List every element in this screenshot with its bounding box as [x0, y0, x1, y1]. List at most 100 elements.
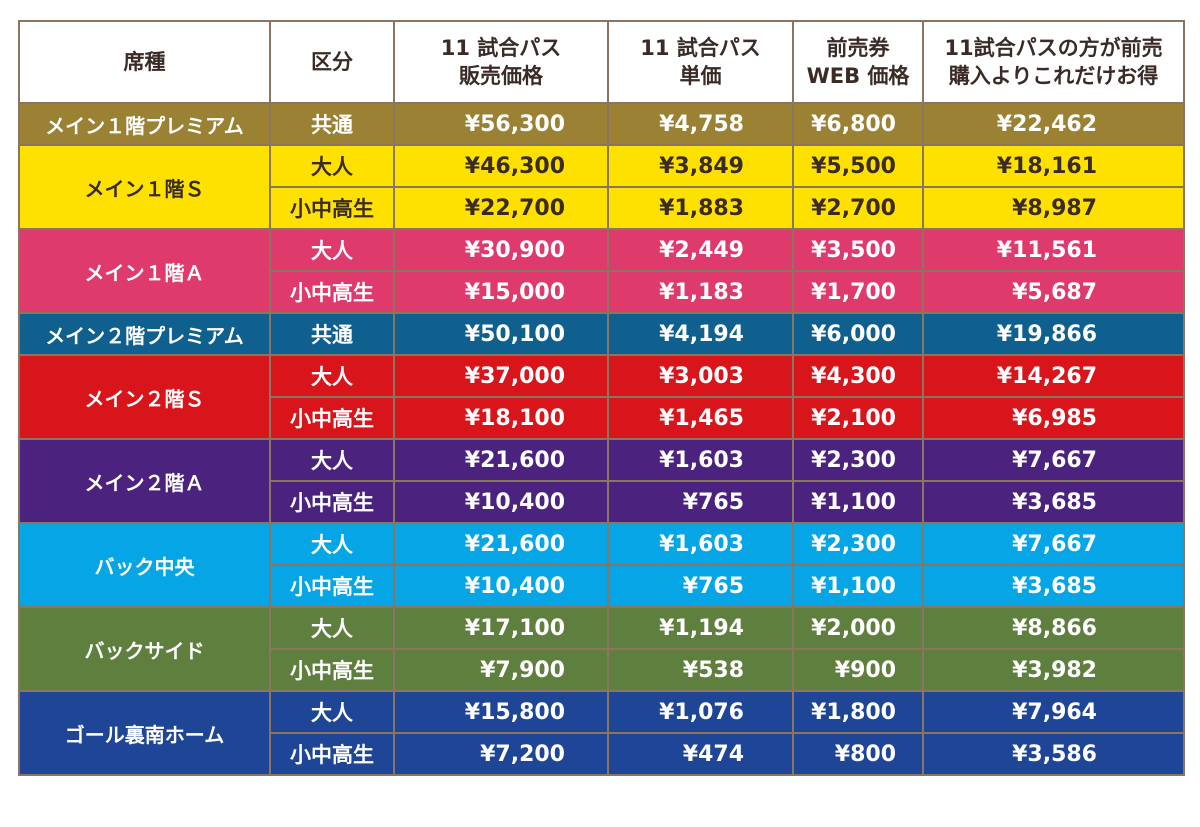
- pass-price-cell: ¥22,700: [393, 186, 609, 230]
- category-cell: 共通: [269, 102, 395, 146]
- unit-price-cell: ¥1,603: [607, 438, 794, 482]
- advance-price-cell: ¥1,100: [792, 480, 924, 524]
- table-row: メイン１階プレミアム 共通 ¥56,300 ¥4,758 ¥6,800 ¥22,462: [18, 102, 1185, 146]
- unit-price-cell: ¥4,758: [607, 102, 794, 146]
- seat-type-cell: メイン１階Ａ: [18, 228, 271, 314]
- header-savings: 11試合パスの方が前売 購入よりこれだけお得: [922, 20, 1185, 104]
- pass-price-cell: ¥18,100: [393, 396, 609, 440]
- savings-cell: ¥7,667: [922, 438, 1185, 482]
- savings-cell: ¥3,685: [922, 480, 1185, 524]
- header-advance-price-line1: 前売券: [826, 35, 890, 60]
- category-cell: 大人: [269, 354, 395, 398]
- header-advance-price-line2: WEB 価格: [806, 64, 910, 88]
- pass-price-cell: ¥37,000: [393, 354, 609, 398]
- seat-type-cell: メイン２階Ａ: [18, 438, 271, 524]
- category-cell: 大人: [269, 522, 395, 566]
- savings-cell: ¥14,267: [922, 354, 1185, 398]
- advance-price-cell: ¥3,500: [792, 228, 924, 272]
- header-row: 席種 区分 11 試合パス 販売価格 11 試合パス 単価 前売券 WEB 価格…: [18, 20, 1185, 104]
- unit-price-cell: ¥1,194: [607, 606, 794, 650]
- category-cell: 共通: [269, 312, 395, 356]
- header-unit-price-line2: 単価: [679, 64, 722, 88]
- category-cell: 大人: [269, 438, 395, 482]
- advance-price-cell: ¥2,000: [792, 606, 924, 650]
- pass-price-cell: ¥15,800: [393, 690, 609, 734]
- unit-price-cell: ¥1,183: [607, 270, 794, 314]
- advance-price-cell: ¥2,100: [792, 396, 924, 440]
- category-cell: 小中高生: [269, 648, 395, 692]
- pass-price-cell: ¥50,100: [393, 312, 609, 356]
- seat-type-cell: バックサイド: [18, 606, 271, 692]
- pass-price-cell: ¥21,600: [393, 438, 609, 482]
- savings-cell: ¥3,982: [922, 648, 1185, 692]
- category-cell: 小中高生: [269, 186, 395, 230]
- unit-price-cell: ¥3,003: [607, 354, 794, 398]
- advance-price-cell: ¥1,100: [792, 564, 924, 608]
- header-savings-line1: 11試合パスの方が前売: [944, 35, 1163, 60]
- savings-cell: ¥11,561: [922, 228, 1185, 272]
- pass-price-cell: ¥30,900: [393, 228, 609, 272]
- category-cell: 大人: [269, 228, 395, 272]
- price-table-container: 席種 区分 11 試合パス 販売価格 11 試合パス 単価 前売券 WEB 価格…: [18, 20, 1185, 806]
- table-row: ゴール裏南ホーム 大人 ¥15,800 ¥1,076 ¥1,800 ¥7,964: [18, 690, 1185, 776]
- savings-cell: ¥22,462: [922, 102, 1185, 146]
- savings-cell: ¥8,987: [922, 186, 1185, 230]
- table-row: メイン２階Ｓ 大人 ¥37,000 ¥3,003 ¥4,300 ¥14,267: [18, 354, 1185, 440]
- unit-price-cell: ¥765: [607, 480, 794, 524]
- table-row: 小中高生 ¥10,400 ¥765 ¥1,100 ¥3,685: [19, 564, 1185, 608]
- seat-type-cell: ゴール裏南ホーム: [18, 690, 271, 776]
- header-savings-line2: 購入よりこれだけお得: [948, 64, 1159, 88]
- unit-price-cell: ¥1,465: [607, 396, 794, 440]
- unit-price-cell: ¥765: [607, 564, 794, 608]
- category-cell: 小中高生: [269, 564, 395, 608]
- table-row: 小中高生 ¥7,200 ¥474 ¥800 ¥3,586: [19, 732, 1185, 776]
- advance-price-cell: ¥1,800: [792, 690, 924, 734]
- savings-cell: ¥5,687: [922, 270, 1185, 314]
- unit-price-cell: ¥474: [607, 732, 794, 776]
- header-pass-price: 11 試合パス 販売価格: [393, 20, 609, 104]
- unit-price-cell: ¥1,603: [607, 522, 794, 566]
- header-unit-price-line1: 11 試合パス: [640, 35, 761, 60]
- advance-price-cell: ¥800: [792, 732, 924, 776]
- advance-price-cell: ¥5,500: [792, 144, 924, 188]
- advance-price-cell: ¥6,800: [792, 102, 924, 146]
- table-header: 席種 区分 11 試合パス 販売価格 11 試合パス 単価 前売券 WEB 価格…: [18, 20, 1185, 104]
- savings-cell: ¥7,964: [922, 690, 1185, 734]
- pass-price-cell: ¥15,000: [393, 270, 609, 314]
- header-advance-price: 前売券 WEB 価格: [792, 20, 924, 104]
- pass-price-cell: ¥7,200: [393, 732, 609, 776]
- unit-price-cell: ¥1,076: [607, 690, 794, 734]
- advance-price-cell: ¥2,700: [792, 186, 924, 230]
- seat-type-cell: メイン２階Ｓ: [18, 354, 271, 440]
- unit-price-cell: ¥3,849: [607, 144, 794, 188]
- category-cell: 小中高生: [269, 270, 395, 314]
- savings-cell: ¥3,586: [922, 732, 1185, 776]
- pass-price-cell: ¥56,300: [393, 102, 609, 146]
- table-row: 小中高生 ¥22,700 ¥1,883 ¥2,700 ¥8,987: [19, 186, 1185, 230]
- pass-price-cell: ¥10,400: [393, 480, 609, 524]
- advance-price-cell: ¥1,700: [792, 270, 924, 314]
- unit-price-cell: ¥2,449: [607, 228, 794, 272]
- savings-cell: ¥6,985: [922, 396, 1185, 440]
- table-body: メイン１階プレミアム 共通 ¥56,300 ¥4,758 ¥6,800 ¥22,462 メイ…: [18, 102, 1185, 776]
- category-cell: 小中高生: [269, 396, 395, 440]
- table-row: メイン２階プレミアム 共通 ¥50,100 ¥4,194 ¥6,000 ¥19,866: [18, 312, 1185, 356]
- category-cell: 小中高生: [269, 732, 395, 776]
- advance-price-cell: ¥900: [792, 648, 924, 692]
- unit-price-cell: ¥4,194: [607, 312, 794, 356]
- savings-cell: ¥8,866: [922, 606, 1185, 650]
- header-pass-price-line2: 販売価格: [459, 64, 543, 88]
- savings-cell: ¥3,685: [922, 564, 1185, 608]
- seat-type-cell: メイン１階Ｓ: [18, 144, 271, 230]
- pass-price-cell: ¥17,100: [393, 606, 609, 650]
- unit-price-cell: ¥538: [607, 648, 794, 692]
- category-cell: 大人: [269, 606, 395, 650]
- pass-price-cell: ¥21,600: [393, 522, 609, 566]
- header-category: 区分: [269, 20, 395, 104]
- table-row: メイン１階Ｓ 大人 ¥46,300 ¥3,849 ¥5,500 ¥18,161: [18, 144, 1185, 230]
- table-row: バック中央 大人 ¥21,600 ¥1,603 ¥2,300 ¥7,667: [18, 522, 1185, 608]
- header-unit-price: 11 試合パス 単価: [607, 20, 794, 104]
- seat-type-cell: バック中央: [18, 522, 271, 608]
- category-cell: 大人: [269, 144, 395, 188]
- price-table: 席種 区分 11 試合パス 販売価格 11 試合パス 単価 前売券 WEB 価格…: [18, 20, 1185, 776]
